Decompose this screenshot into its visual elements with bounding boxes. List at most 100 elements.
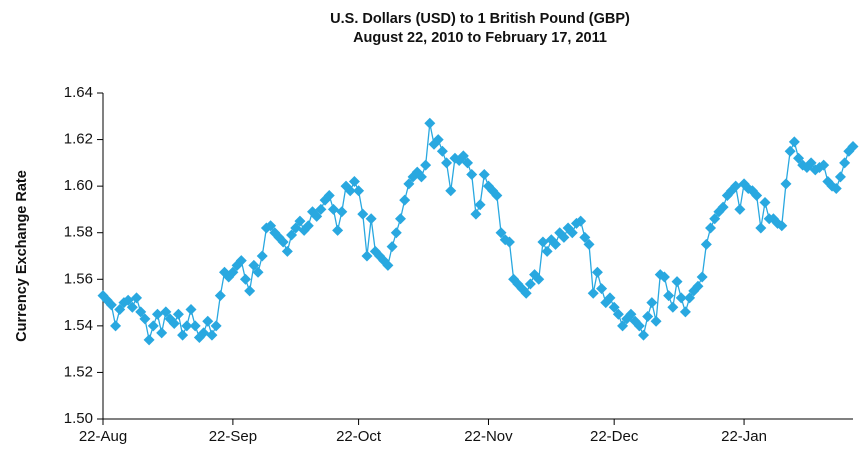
data-point [784,145,796,157]
data-point [533,273,545,285]
data-point [302,220,314,232]
data-point [177,329,189,341]
data-point [805,157,817,169]
data-point [290,222,302,234]
data-point [675,292,687,304]
data-point [705,222,717,234]
data-point [462,157,474,169]
data-point [353,185,365,197]
data-point [575,215,587,227]
y-tick-label: 1.52 [64,363,93,380]
data-point [818,159,830,171]
data-point [503,236,515,248]
data-point [281,245,293,257]
data-point [617,320,629,332]
data-point [131,292,143,304]
y-tick-label: 1.60 [64,177,93,194]
data-point [700,238,712,250]
data-point [277,236,289,248]
data-point [696,271,708,283]
data-point [709,213,721,225]
data-point [357,208,369,220]
data-point [730,180,742,192]
data-point [558,231,570,243]
data-point [126,301,138,313]
data-point [788,136,800,148]
data-point [625,308,637,320]
data-point [684,292,696,304]
data-point [189,320,201,332]
y-tick-label: 1.50 [64,410,93,427]
data-point [478,169,490,180]
data-point [327,203,339,215]
data-point [147,320,159,332]
data-point [793,152,805,164]
data-point [436,145,448,157]
chart-subtitle: August 22, 2010 to February 17, 2011 [353,30,607,46]
data-point [135,306,147,318]
data-point [642,311,654,323]
data-point [587,287,599,299]
data-point [390,227,402,239]
data-point [445,185,457,197]
data-point [432,134,444,146]
x-tick-label: 22-Dec [590,428,639,445]
data-point [265,220,277,232]
data-point [466,169,478,180]
data-point [839,157,851,169]
data-point [579,231,591,243]
data-point [336,206,348,218]
x-tick-label: 22-Aug [79,428,127,445]
data-point [667,301,679,313]
data-point [457,150,469,162]
data-point [470,208,482,220]
data-point [524,278,536,290]
series-line [102,123,854,341]
data-point [323,189,335,201]
data-point [286,229,298,241]
y-tick-label: 1.62 [64,131,93,148]
data-point [365,213,377,225]
data-point [256,250,268,262]
data-point [181,320,193,332]
data-point [244,285,256,297]
data-point [591,266,603,278]
data-point [143,334,155,346]
data-point [227,266,239,278]
data-point [239,273,251,285]
data-point [658,271,670,283]
chart-title: U.S. Dollars (USD) to 1 British Pound (G… [330,11,630,27]
data-point [114,304,126,316]
data-point [315,203,327,215]
data-point [198,327,210,339]
data-point [604,292,616,304]
data-point [734,203,746,215]
data-point [583,238,595,250]
data-point [420,159,432,171]
data-point [830,182,842,194]
data-point [294,215,306,227]
data-point [248,259,260,271]
data-point [172,308,184,320]
data-point [386,241,398,253]
data-point [361,250,373,262]
data-point [348,175,360,187]
data-point [550,238,562,250]
data-point [156,327,168,339]
data-point [638,329,650,341]
data-point [168,318,180,330]
data-point [633,320,645,332]
data-point [185,304,197,316]
data-point [671,276,683,288]
data-point [110,320,122,332]
data-point [537,236,549,248]
data-point [122,294,134,306]
data-point [776,220,788,232]
data-point [780,178,792,190]
data-point [394,213,406,225]
data-point [214,290,226,302]
data-point [646,297,658,309]
data-point [151,308,163,320]
